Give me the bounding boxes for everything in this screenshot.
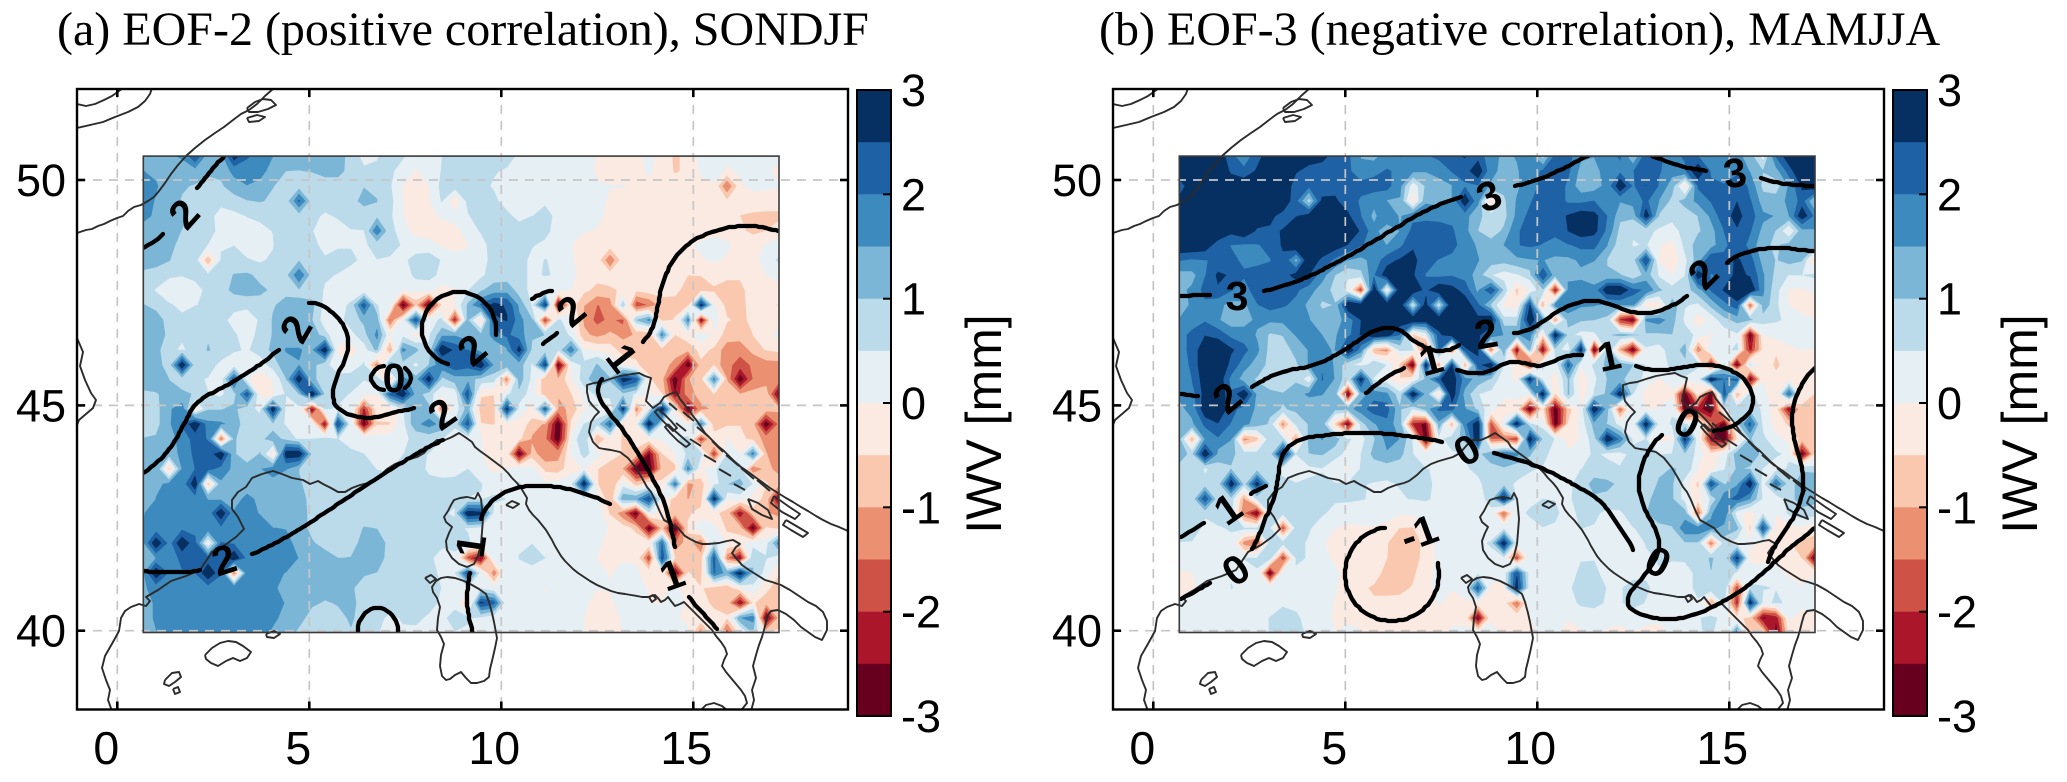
svg-text:40: 40 bbox=[1052, 606, 1102, 657]
svg-text:0: 0 bbox=[93, 722, 119, 774]
svg-text:3: 3 bbox=[1937, 65, 1962, 116]
svg-text:-2: -2 bbox=[1937, 587, 1977, 638]
svg-text:3: 3 bbox=[1721, 149, 1750, 198]
svg-text:0: 0 bbox=[383, 355, 406, 401]
svg-text:10: 10 bbox=[468, 722, 520, 774]
svg-text:0: 0 bbox=[1129, 722, 1155, 774]
svg-text:5: 5 bbox=[285, 722, 311, 774]
svg-text:45: 45 bbox=[16, 380, 66, 431]
svg-text:2: 2 bbox=[1937, 169, 1962, 220]
svg-text:-3: -3 bbox=[1937, 691, 1977, 742]
svg-text:10: 10 bbox=[1504, 722, 1556, 774]
svg-text:15: 15 bbox=[1696, 722, 1748, 774]
svg-text:IWV [mm]: IWV [mm] bbox=[1992, 314, 2048, 533]
svg-text:0: 0 bbox=[901, 378, 926, 429]
svg-text:(a) EOF-2 (positive correlatio: (a) EOF-2 (positive correlation), SONDJF bbox=[57, 3, 869, 56]
svg-text:5: 5 bbox=[1321, 722, 1347, 774]
svg-text:(b) EOF-3 (negative correlatio: (b) EOF-3 (negative correlation), MAMJJA bbox=[1099, 3, 1940, 56]
svg-text:-1: -1 bbox=[1937, 482, 1977, 533]
svg-text:-2: -2 bbox=[901, 587, 941, 638]
svg-text:1: 1 bbox=[1937, 274, 1962, 325]
svg-text:1: 1 bbox=[901, 274, 926, 325]
svg-text:15: 15 bbox=[660, 722, 712, 774]
svg-text:-3: -3 bbox=[901, 691, 941, 742]
svg-text:IWV [mm]: IWV [mm] bbox=[956, 314, 1012, 533]
svg-text:3: 3 bbox=[901, 65, 926, 116]
svg-text:3: 3 bbox=[1226, 273, 1249, 319]
svg-text:45: 45 bbox=[1052, 380, 1102, 431]
svg-text:50: 50 bbox=[16, 155, 66, 206]
svg-text:2: 2 bbox=[901, 169, 926, 220]
svg-text:40: 40 bbox=[16, 606, 66, 657]
svg-text:-1: -1 bbox=[901, 482, 941, 533]
svg-text:0: 0 bbox=[1937, 378, 1962, 429]
svg-text:50: 50 bbox=[1052, 155, 1102, 206]
